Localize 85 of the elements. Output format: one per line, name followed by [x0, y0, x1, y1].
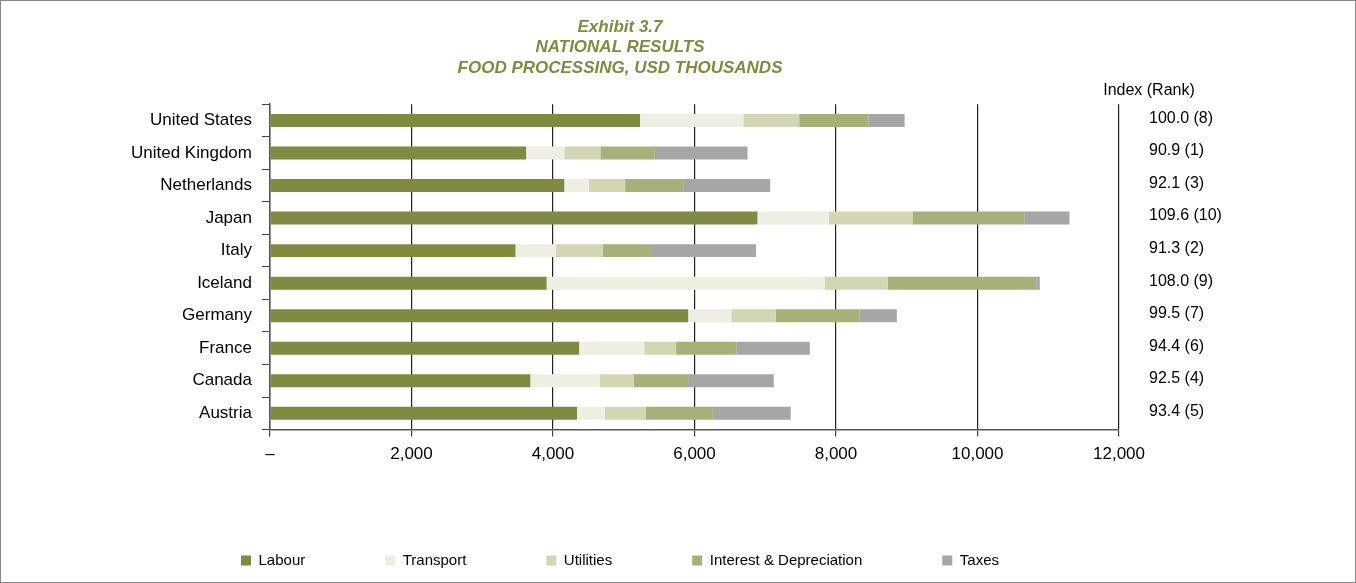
bar	[599, 374, 634, 388]
bar	[676, 341, 737, 355]
bar	[579, 341, 645, 355]
bar	[270, 374, 531, 388]
text: 108.0 (9)	[1149, 271, 1214, 289]
bar	[270, 276, 547, 290]
bar	[270, 309, 689, 323]
x-tick-label: 6,000	[673, 444, 716, 464]
bar	[270, 406, 578, 420]
text: 92.5 (4)	[1149, 369, 1205, 387]
x-tick-label: 8,000	[814, 444, 858, 464]
bar	[688, 374, 774, 388]
text: 100.0 (8)	[1149, 108, 1214, 126]
x-tick-label: –	[265, 444, 276, 464]
bar	[270, 244, 516, 258]
bar	[633, 374, 689, 388]
bar	[270, 113, 640, 127]
bar	[555, 244, 603, 258]
text: 93.4 (5)	[1149, 401, 1205, 419]
bar	[600, 146, 655, 160]
bar	[546, 276, 825, 290]
x-tick-label: 10,000	[951, 444, 1004, 464]
bar	[683, 179, 771, 193]
text: 91.3 (2)	[1149, 239, 1205, 257]
bar	[736, 341, 810, 355]
x-tick-label: 12,000	[1093, 444, 1145, 464]
y-tick-label: Iceland	[197, 272, 252, 292]
bar	[775, 309, 860, 323]
y-tick-label: Netherlands	[160, 175, 252, 195]
text: 99.5 (7)	[1149, 304, 1205, 322]
bar	[645, 406, 713, 420]
chart-title: Exhibit 3.7	[577, 16, 665, 36]
bar	[712, 406, 791, 420]
bar	[530, 374, 600, 388]
y-tick-label: France	[199, 337, 252, 357]
y-tick-label: Japan	[205, 207, 252, 227]
y-tick-label: Canada	[192, 370, 253, 390]
bar	[270, 341, 580, 355]
bar	[270, 179, 565, 193]
bar	[577, 406, 605, 420]
bar	[589, 179, 626, 193]
legend-label: Interest & Depreciation	[709, 550, 863, 568]
text: 92.1 (3)	[1149, 173, 1205, 191]
bar	[799, 113, 869, 127]
y-tick-label: Germany	[182, 305, 253, 325]
text: 94.4 (6)	[1149, 336, 1205, 354]
bar	[640, 113, 744, 127]
y-tick-label: United Kingdom	[130, 142, 252, 162]
bar	[270, 146, 527, 160]
bar	[824, 276, 888, 290]
bar	[625, 179, 684, 193]
bar	[731, 309, 776, 323]
bar	[602, 244, 653, 258]
bar	[868, 113, 905, 127]
bar	[757, 211, 829, 225]
y-tick-label: Austria	[199, 403, 253, 423]
bar	[887, 276, 1037, 290]
text: Index (Rank)	[1103, 80, 1195, 98]
legend-label: Taxes	[959, 550, 999, 568]
x-tick-label: 4,000	[531, 444, 575, 464]
bar	[688, 309, 732, 323]
bar	[828, 211, 913, 225]
bar	[912, 211, 1025, 225]
bar	[526, 146, 565, 160]
legend-label: Labour	[258, 550, 306, 568]
x-tick-label: 2,000	[390, 444, 433, 464]
bar	[654, 146, 748, 160]
y-tick-label: United States	[149, 110, 252, 130]
bar	[644, 341, 677, 355]
bar	[743, 113, 800, 127]
bar	[1024, 211, 1070, 225]
chart-subtitle: NATIONAL RESULTS FOOD PROCESSING, USD THOUSANDS	[457, 37, 784, 77]
bar	[515, 244, 556, 258]
bar	[270, 211, 758, 225]
text: 90.9 (1)	[1149, 141, 1205, 159]
y-tick-label: Italy	[220, 240, 253, 260]
bar	[564, 179, 590, 193]
bar	[1036, 276, 1040, 290]
bar	[652, 244, 757, 258]
text: 109.6 (10)	[1149, 206, 1222, 224]
legend-label: Utilities	[563, 550, 613, 568]
bar	[859, 309, 897, 323]
bar	[604, 406, 646, 420]
legend-label: Transport	[402, 550, 468, 568]
bar	[564, 146, 601, 160]
